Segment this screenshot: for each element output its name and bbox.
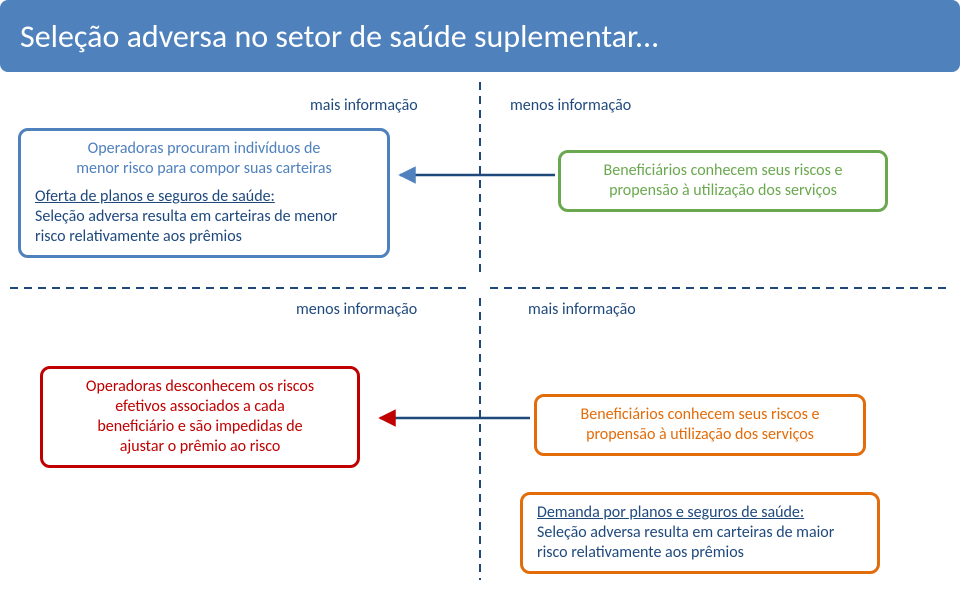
page-title: Seleção adversa no setor de saúde suplem… [20, 17, 659, 56]
operadoras-top-offer: Oferta de planos e seguros de saúde: Sel… [35, 187, 373, 247]
box-demanda: Demanda por planos e seguros de saúde: S… [520, 492, 880, 574]
label-menos-info-top: menos informação [510, 96, 631, 115]
label-mais-info-top: mais informação [310, 96, 418, 115]
label-menos-info-bottom: menos informação [296, 300, 417, 319]
operadoras-top-heading: Operadoras procuram indivíduos de menor … [35, 139, 373, 179]
box-beneficiarios-bottom: Beneficiários conhecem seus riscos e pro… [534, 394, 866, 456]
box-operadoras-top: Operadoras procuram indivíduos de menor … [18, 128, 390, 258]
title-bar: Seleção adversa no setor de saúde suplem… [0, 0, 960, 72]
box-operadoras-bottom: Operadoras desconhecem os riscos efetivo… [40, 366, 360, 468]
box-beneficiarios-top: Beneficiários conhecem seus riscos e pro… [558, 150, 888, 212]
label-mais-info-bottom: mais informação [528, 300, 636, 319]
